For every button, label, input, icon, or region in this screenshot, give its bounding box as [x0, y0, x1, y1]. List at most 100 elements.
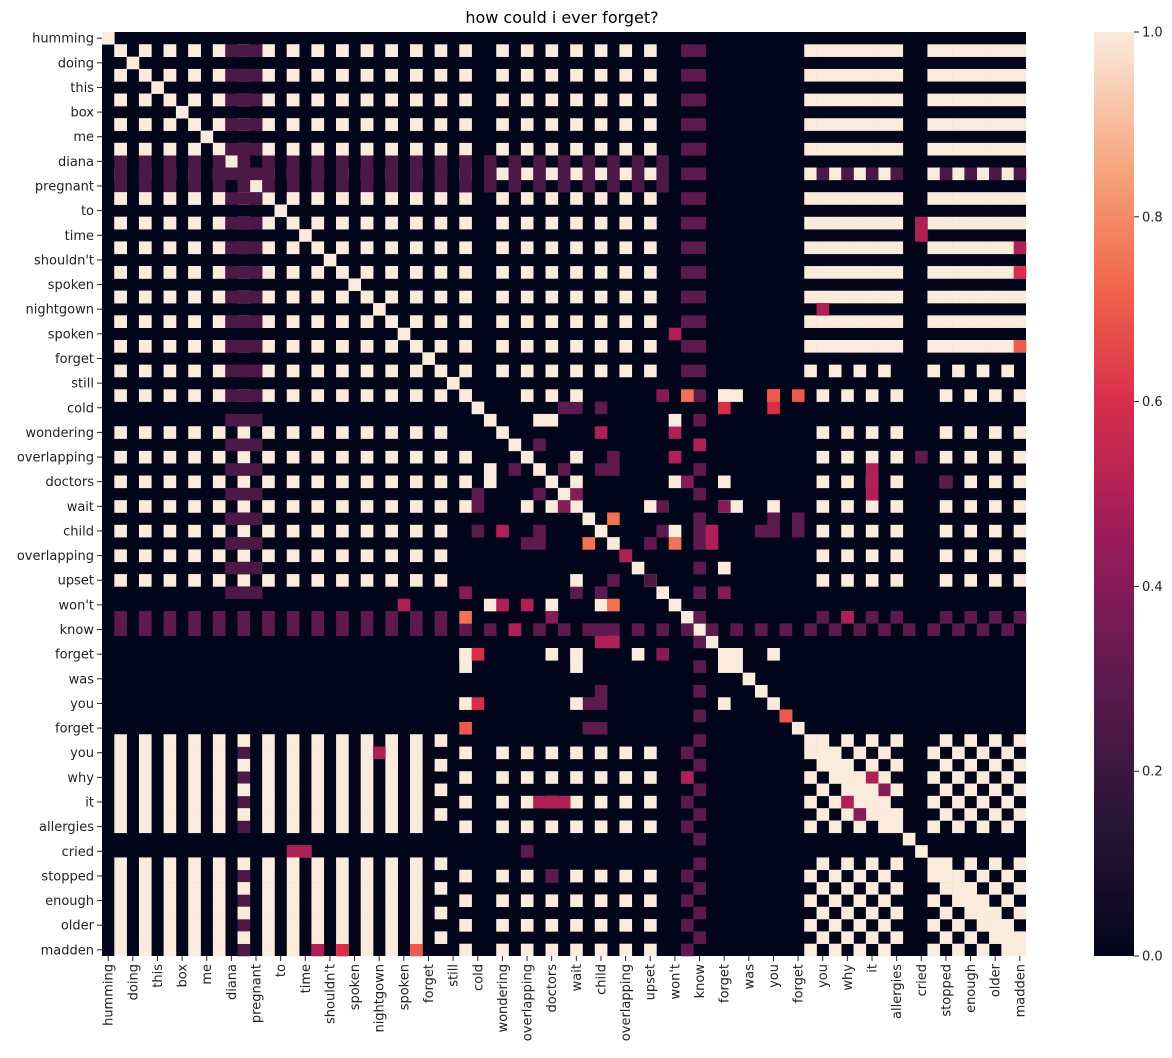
heatmap-cell — [286, 500, 300, 513]
heatmap-cell — [114, 44, 127, 57]
heatmap-cell — [865, 857, 879, 871]
heatmap-cell — [570, 340, 583, 353]
heatmap-cell — [286, 734, 300, 747]
heatmap-cell — [175, 105, 189, 119]
heatmap-cell — [225, 413, 238, 427]
heatmap-cell — [828, 216, 842, 230]
heatmap-cell — [533, 167, 546, 181]
heatmap-cell — [163, 931, 177, 944]
heatmap-cell — [163, 758, 177, 772]
heatmap-cell — [681, 919, 694, 932]
heatmap-cell — [459, 216, 472, 230]
heatmap-cell — [360, 216, 374, 230]
heatmap-cell — [989, 808, 1002, 821]
heatmap-cell — [570, 142, 583, 156]
heatmap-cell — [520, 241, 534, 255]
heatmap-cell — [138, 808, 152, 821]
heatmap-cell — [927, 746, 941, 760]
heatmap-cell — [114, 943, 127, 957]
heatmap-cell — [237, 426, 251, 439]
heatmap-cell — [311, 783, 325, 797]
heatmap-cell — [483, 463, 497, 476]
heatmap-cell — [594, 290, 608, 304]
heatmap-cell — [853, 808, 867, 821]
heatmap-cell — [619, 142, 633, 156]
heatmap-cell — [545, 943, 559, 957]
heatmap-cell — [804, 315, 817, 328]
heatmap-cell — [816, 266, 830, 279]
heatmap-cell — [816, 44, 830, 57]
heatmap-cell — [841, 68, 854, 82]
heatmap-cell — [594, 142, 608, 156]
heatmap-cell — [249, 290, 263, 304]
heatmap-cell — [952, 746, 965, 760]
heatmap-cell — [828, 943, 842, 957]
heatmap-cell — [594, 68, 608, 82]
heatmap-cell — [188, 611, 201, 624]
heatmap-cell — [188, 808, 201, 821]
heatmap-cell — [496, 894, 509, 908]
heatmap-cell — [249, 537, 263, 550]
heatmap-cell — [237, 943, 251, 957]
heatmap-cell — [816, 758, 830, 772]
heatmap-cell — [138, 771, 152, 784]
heatmap-cell — [668, 537, 682, 550]
heatmap-cell — [570, 697, 583, 710]
heatmap-cell — [754, 684, 768, 698]
heatmap-cell — [188, 500, 201, 513]
heatmap-cell — [804, 216, 817, 230]
x-tick-label: won't — [668, 964, 683, 1000]
heatmap-cell — [225, 118, 238, 131]
heatmap-cell — [138, 364, 152, 378]
heatmap-cell — [459, 142, 472, 156]
heatmap-cell — [570, 894, 583, 908]
heatmap-cell — [976, 192, 990, 205]
heatmap-cell — [853, 315, 867, 328]
heatmap-cell — [804, 795, 817, 809]
heatmap-cell — [225, 586, 238, 600]
heatmap-cell — [496, 746, 509, 760]
heatmap-cell — [594, 598, 608, 612]
heatmap-cell — [545, 118, 559, 131]
heatmap-cell — [976, 93, 990, 107]
heatmap-cell — [520, 364, 534, 378]
heatmap-cell — [828, 340, 842, 353]
heatmap-cell — [311, 746, 325, 760]
heatmap-cell — [939, 882, 953, 895]
heatmap-cell — [607, 635, 620, 649]
heatmap-cell — [545, 771, 559, 784]
heatmap-cell — [360, 574, 374, 587]
heatmap-cell — [336, 857, 349, 871]
heatmap-cell — [225, 290, 238, 304]
heatmap-cell — [964, 44, 978, 57]
heatmap-cell — [336, 746, 349, 760]
heatmap-cell — [114, 549, 127, 563]
heatmap-cell — [644, 820, 657, 834]
heatmap-cell — [545, 413, 559, 427]
y-tick-label: to — [81, 204, 94, 219]
heatmap-cell — [520, 894, 534, 908]
heatmap-cell — [1013, 450, 1027, 464]
heatmap-cell — [459, 500, 472, 513]
heatmap-cell — [446, 376, 460, 390]
heatmap-cell — [360, 93, 374, 107]
heatmap-cell — [496, 68, 509, 82]
heatmap-cell — [841, 167, 854, 181]
heatmap-cell — [262, 155, 275, 168]
heatmap-cell — [163, 192, 177, 205]
heatmap-cell — [865, 192, 879, 205]
heatmap-cell — [138, 857, 152, 871]
heatmap-cell — [927, 315, 941, 328]
heatmap-cell — [138, 574, 152, 587]
heatmap-cell — [693, 142, 706, 156]
heatmap-cell — [619, 93, 633, 107]
heatmap-cell — [989, 389, 1002, 402]
heatmap-cell — [631, 179, 645, 193]
heatmap-cell — [336, 931, 349, 944]
heatmap-cell — [434, 931, 448, 944]
heatmap-cell — [718, 389, 731, 402]
heatmap-cell — [410, 93, 423, 107]
heatmap-cell — [1001, 118, 1014, 131]
heatmap-cell — [496, 93, 509, 107]
heatmap-cell — [520, 795, 534, 809]
